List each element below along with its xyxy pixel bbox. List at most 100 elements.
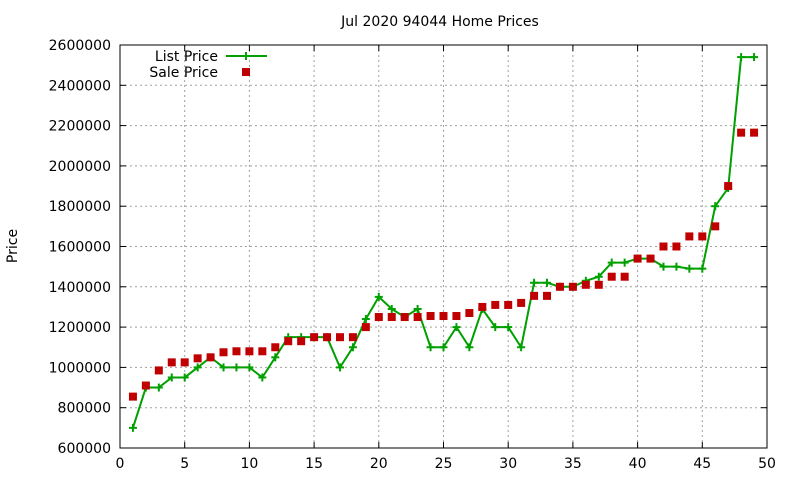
- list-price-point: [387, 304, 396, 313]
- sale-price-point: [245, 347, 254, 356]
- x-tick-label: 0: [116, 456, 125, 472]
- sale-price-point: [413, 313, 422, 322]
- sale-price-point: [504, 300, 513, 309]
- list-price-point: [245, 363, 254, 372]
- x-tick-label: 45: [693, 456, 711, 472]
- sale-price-point: [219, 348, 228, 357]
- y-tick-label: 600000: [58, 441, 111, 457]
- x-tick-label: 15: [305, 456, 323, 472]
- list-price-point: [543, 278, 552, 287]
- x-tick-label: 5: [180, 456, 189, 472]
- sale-price-point: [465, 308, 474, 317]
- list-price-point: [685, 264, 694, 273]
- list-price-point: [491, 323, 500, 332]
- y-tick-label: 1000000: [49, 360, 111, 376]
- sale-price-point: [659, 242, 668, 251]
- sale-price-point: [154, 366, 163, 375]
- list-price-point: [672, 262, 681, 271]
- sale-price-point: [607, 272, 616, 281]
- sale-price-point: [478, 302, 487, 311]
- y-tick-label: 1200000: [49, 320, 111, 336]
- sale-price-point: [737, 128, 746, 137]
- sale-price-point: [750, 128, 759, 137]
- list-price-point: [504, 323, 513, 332]
- sale-price-point: [400, 313, 409, 322]
- sale-price-point: [633, 254, 642, 263]
- sale-price-point: [530, 291, 539, 300]
- x-tick-label: 10: [240, 456, 258, 472]
- y-tick-label: 1400000: [49, 280, 111, 296]
- list-price-point: [517, 343, 526, 352]
- sale-price-point: [180, 358, 189, 367]
- sale-price-point: [374, 313, 383, 322]
- list-price-point: [167, 373, 176, 382]
- y-tick-label: 2600000: [49, 38, 111, 54]
- sale-price-point: [685, 232, 694, 241]
- sale-price-point: [258, 347, 267, 356]
- x-tick-label: 20: [370, 456, 388, 472]
- series-sale-price: [128, 128, 759, 401]
- list-price-point: [465, 343, 474, 352]
- list-price-point: [335, 363, 344, 372]
- sale-price-point: [711, 222, 720, 231]
- list-price-point: [348, 343, 357, 352]
- x-tick-label: 35: [564, 456, 582, 472]
- list-price-point: [620, 258, 629, 267]
- list-price-point: [737, 53, 746, 62]
- list-price-point: [232, 363, 241, 372]
- sale-price-point: [452, 312, 461, 321]
- list-price-point: [128, 423, 137, 432]
- sale-price-point: [167, 358, 176, 367]
- sale-price-point: [698, 232, 707, 241]
- list-price-point: [154, 383, 163, 392]
- list-price-point: [271, 353, 280, 362]
- sale-price-point: [491, 300, 500, 309]
- legend-label-sale-price: Sale Price: [149, 65, 218, 81]
- sale-price-point: [724, 182, 733, 191]
- list-price-point: [374, 292, 383, 301]
- list-price-point: [607, 258, 616, 267]
- list-price-point: [711, 202, 720, 211]
- sale-price-point: [232, 347, 241, 356]
- sale-price-point: [672, 242, 681, 251]
- legend-marker-sale-price: [242, 68, 250, 76]
- sale-price-point: [646, 254, 655, 263]
- list-price-point: [426, 343, 435, 352]
- list-price-point: [594, 272, 603, 281]
- list-price-point: [258, 373, 267, 382]
- sale-price-point: [348, 333, 357, 342]
- sale-price-point: [568, 282, 577, 291]
- legend: List Price Sale Price: [149, 49, 267, 81]
- x-tick-label: 40: [629, 456, 647, 472]
- list-price-point: [193, 363, 202, 372]
- sale-price-point: [128, 392, 137, 401]
- list-price-line: [131, 56, 755, 429]
- sale-price-point: [439, 312, 448, 321]
- sale-price-point: [555, 282, 564, 291]
- list-price-point: [452, 323, 461, 332]
- x-tick-label: 50: [758, 456, 776, 472]
- sale-price-point: [323, 333, 332, 342]
- sale-price-point: [361, 323, 370, 332]
- legend-label-list-price: List Price: [155, 49, 218, 65]
- sale-price-point: [426, 312, 435, 321]
- y-tick-label: 2400000: [49, 78, 111, 94]
- sale-price-point: [141, 381, 150, 390]
- x-tick-label: 25: [435, 456, 453, 472]
- list-price-point: [361, 315, 370, 324]
- sale-price-point: [620, 272, 629, 281]
- list-price-point: [219, 363, 228, 372]
- y-tick-label: 1800000: [49, 199, 111, 215]
- sale-price-point: [297, 337, 306, 346]
- list-price-point: [530, 278, 539, 287]
- sale-price-point: [335, 333, 344, 342]
- sale-price-point: [206, 353, 215, 362]
- y-tick-label: 800000: [58, 401, 111, 417]
- plot-frame: [119, 44, 768, 449]
- list-price-point: [659, 262, 668, 271]
- axis-ticks: 0 5 10 15 20 25 30 35 40 45 50 600000 800000 1000000 1…: [49, 38, 776, 472]
- sale-price-point: [387, 313, 396, 322]
- list-price-point: [698, 264, 707, 273]
- y-tick-label: 1600000: [49, 240, 111, 256]
